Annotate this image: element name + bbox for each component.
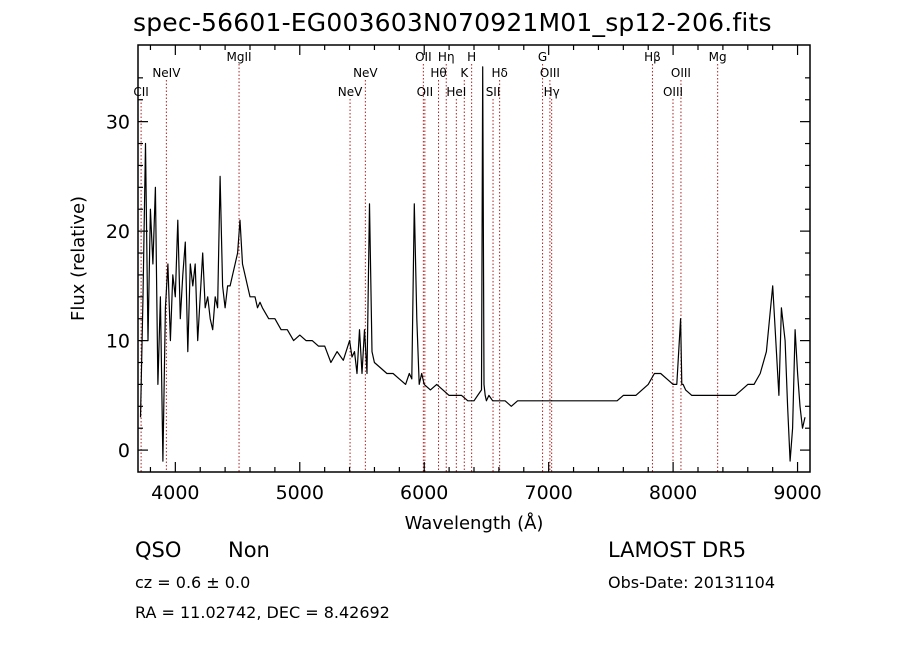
x-tick-label: 4000 [151,482,199,504]
x-tick-label: 6000 [400,482,448,504]
spectral-line-label: OIII [671,66,691,80]
y-tick-label: 10 [106,331,130,353]
spectral-line-label: CII [133,85,148,99]
spectral-lines [140,64,719,472]
spectral-line-label: NeIV [152,66,181,80]
spectral-line-label: Hβ [644,50,661,64]
spectral-line-label: MgII [227,50,252,64]
x-axis-label: Wavelength (Å) [405,512,544,534]
spectral-line-label: NeV [338,85,363,99]
object-class: QSO [135,538,182,562]
y-tick-label: 0 [118,440,130,462]
spectrum-line [139,66,806,462]
x-tick-label: 9000 [773,482,821,504]
spectral-line-labels: CII NeIV MgII NeV NeV OII OII Hθ Hη HeI KH SII Hδ G OI… [133,50,726,99]
survey-name: LAMOST DR5 [608,538,747,562]
x-tick-label: 5000 [276,482,324,504]
spectral-line-label: NeV [353,66,378,80]
spectral-line-label: Mg [709,50,727,64]
spectral-line-label: Hη [438,50,455,64]
spectral-line-label: G [538,50,547,64]
y-axis-label: Flux (relative) [68,196,89,321]
coordinates-readout: RA = 11.02742, DEC = 8.42692 [135,603,390,622]
chart-title: spec-56601-EG003603N070921M01_sp12-206.f… [133,8,772,37]
spectral-line-label: OIII [540,66,560,80]
spectral-line-label: OII [417,85,434,99]
observation-date: Obs-Date: 20131104 [608,573,776,592]
y-tick-label: 20 [106,221,130,243]
object-subclass: Non [228,538,270,562]
spectral-line-label: Hδ [491,66,507,80]
x-tick-label: 7000 [524,482,572,504]
spectral-line-label: SII [486,85,501,99]
x-tick-label: 8000 [649,482,697,504]
spectral-line-label: Hγ [544,85,560,99]
spectral-line-label: H [467,50,476,64]
y-tick-label: 30 [106,112,130,134]
spectral-line-label: Hθ [430,66,446,80]
spectral-line-label: OII [415,50,432,64]
spectral-line-label: K [460,66,469,80]
spectral-line-label: OIII [663,85,683,99]
axis-ticks: 4000 5000 6000 7000 8000 9000 0 10 20 30 [106,45,822,504]
spectral-line-label: HeI [446,85,466,99]
redshift-readout: cz = 0.6 ± 0.0 [135,573,251,592]
